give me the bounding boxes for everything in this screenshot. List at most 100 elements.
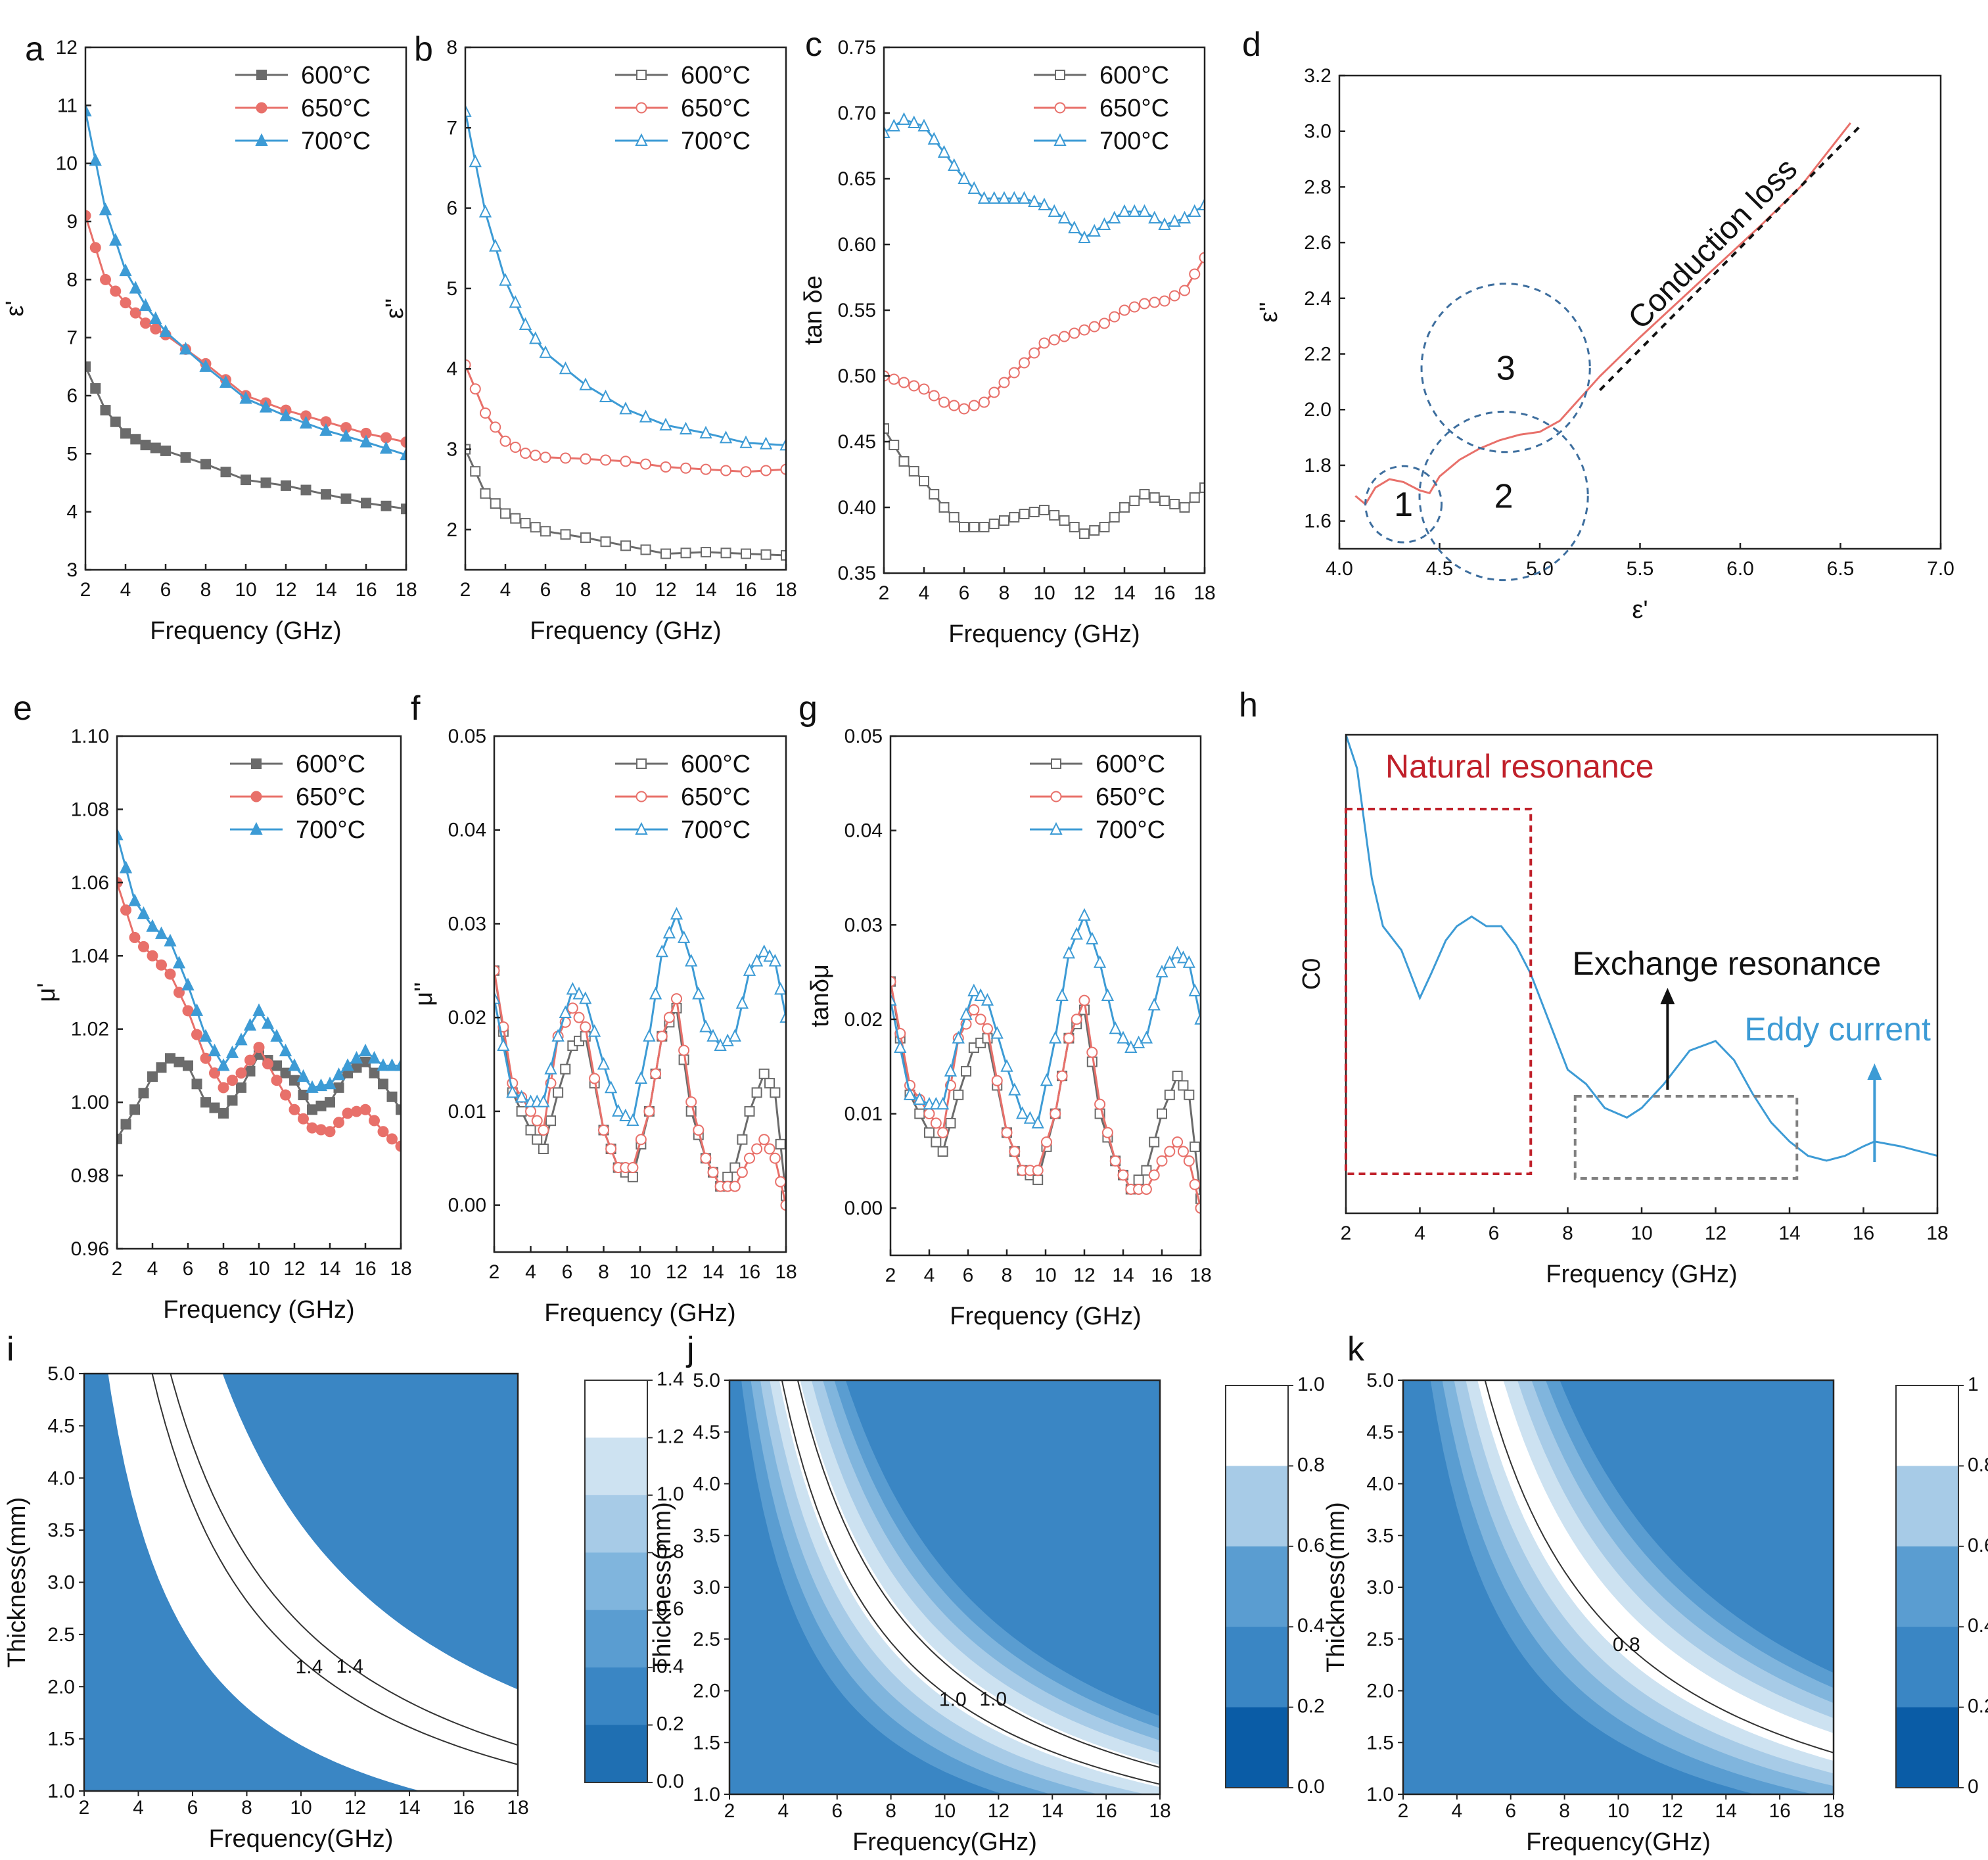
x-tick-label: 2: [79, 1797, 90, 1819]
y-tick-label: 9: [66, 211, 78, 233]
data-point: [1019, 509, 1030, 519]
y-tick-label: 6: [66, 385, 78, 407]
data-point: [235, 1033, 248, 1046]
y-tick-label: 3: [446, 439, 457, 461]
y-tick-label: 1.5: [693, 1732, 720, 1754]
colorbar-band: [1226, 1546, 1288, 1627]
data-point: [1163, 955, 1176, 968]
x-tick-label: 18: [1822, 1800, 1844, 1822]
relaxation-circle: [1364, 465, 1443, 544]
data-point: [977, 191, 991, 204]
data-point: [649, 987, 662, 1000]
data-point: [1057, 210, 1071, 223]
data-point: [219, 375, 233, 388]
data-point: [600, 536, 611, 547]
data-point: [588, 1024, 601, 1037]
y-tick-label: 2.0: [1366, 1681, 1394, 1702]
x-tick-label: 14: [319, 1258, 340, 1280]
legend-entry: 600°C: [681, 62, 751, 89]
x-tick-label: 2: [879, 582, 890, 604]
data-point: [1049, 510, 1060, 521]
colorbar-band: [585, 1437, 647, 1496]
panel-label-c: c: [805, 26, 822, 64]
data-point: [1070, 927, 1083, 940]
y-axis-label: ε'': [1255, 302, 1283, 322]
data-point: [385, 1058, 399, 1071]
data-point: [117, 1133, 122, 1144]
data-point: [160, 445, 171, 456]
data-point: [620, 455, 632, 467]
data-point: [928, 390, 940, 402]
x-tick-label: 8: [999, 582, 1010, 604]
eddy-current-label: Eddy current: [1744, 1011, 1931, 1048]
data-point: [1148, 1169, 1160, 1181]
data-point: [1176, 950, 1190, 964]
data-point: [699, 425, 712, 439]
data-point: [758, 1068, 770, 1079]
x-tick-label: 10: [1034, 1265, 1056, 1286]
data-point: [100, 273, 111, 285]
data-point: [1038, 197, 1051, 210]
x-tick-label: 8: [885, 1800, 896, 1822]
plot-area: [890, 908, 1201, 1214]
data-point: [889, 440, 900, 450]
x-tick-label: 4.5: [1426, 558, 1454, 580]
x-tick-label: 18: [390, 1258, 411, 1280]
legend-marker: [251, 758, 262, 769]
data-point: [650, 1068, 662, 1080]
y-tick-label: 0.75: [838, 37, 876, 58]
conduction-loss-label: Conduction loss: [1622, 152, 1804, 336]
data-point: [1055, 988, 1069, 1001]
data-point: [401, 503, 406, 515]
data-point: [1119, 304, 1130, 316]
x-tick-label: 6: [831, 1800, 843, 1822]
panel-a: a 2 4 6 8 10 12 14 16 18 3 4 5 6 7 8 9 10 11 12 Frequency (G…: [1, 30, 417, 645]
data-point: [147, 950, 158, 962]
data-point: [165, 1053, 175, 1064]
data-point: [259, 400, 273, 413]
panel-label-j: j: [685, 1330, 695, 1368]
data-point: [85, 361, 91, 372]
data-point: [252, 1003, 266, 1016]
data-point: [1088, 321, 1100, 333]
y-tick-label: 3.0: [1304, 121, 1331, 143]
data-point: [662, 925, 676, 939]
data-point: [470, 466, 481, 477]
data-point: [1128, 301, 1140, 313]
data-point: [1149, 492, 1160, 503]
data-point: [944, 1063, 958, 1077]
panel-g: g 2 4 6 8 10 12 14 16 18 0.00 0.01 0.02 0.03 0.04 0.05 F…: [798, 689, 1212, 1330]
data-point: [1048, 204, 1061, 217]
data-point: [154, 926, 168, 939]
x-tick-label: 14: [702, 1261, 724, 1283]
data-point: [781, 549, 786, 561]
colorbar-tick-label: 0.6: [1297, 1535, 1325, 1556]
colorbar-tick-label: 1.2: [657, 1426, 684, 1447]
data-point: [1038, 337, 1050, 349]
x-tick-label: 14: [1042, 1800, 1063, 1822]
panel-b: b 2 4 6 8 10 12 14 16 18 2 3 4 5 6 7 8 Frequency (GHz) ε''…: [381, 30, 797, 645]
colorbar-tick-label: 0.2: [657, 1713, 684, 1735]
x-tick-label: 8: [1002, 1265, 1013, 1286]
legend-entry: 700°C: [1099, 128, 1169, 155]
data-point: [1086, 931, 1099, 944]
x-tick-label: 6: [1489, 1222, 1500, 1244]
data-point: [1023, 1111, 1037, 1124]
x-tick-label: 12: [275, 579, 296, 601]
y-tick-label: 5.0: [47, 1363, 75, 1385]
data-point: [1028, 194, 1041, 207]
data-point: [890, 992, 897, 1006]
plot-area: [465, 104, 786, 561]
data-point: [377, 1126, 389, 1138]
colorbar-band: [585, 1380, 647, 1438]
data-point: [306, 1122, 318, 1134]
data-point: [1149, 296, 1161, 308]
fit-line: [1599, 124, 1862, 391]
data-point: [759, 436, 773, 450]
x-tick-label: 2: [112, 1258, 123, 1280]
data-point: [173, 1056, 185, 1067]
data-point: [150, 323, 162, 335]
data-point: [1119, 502, 1130, 513]
data-point: [359, 434, 373, 448]
data-point: [156, 1062, 167, 1073]
